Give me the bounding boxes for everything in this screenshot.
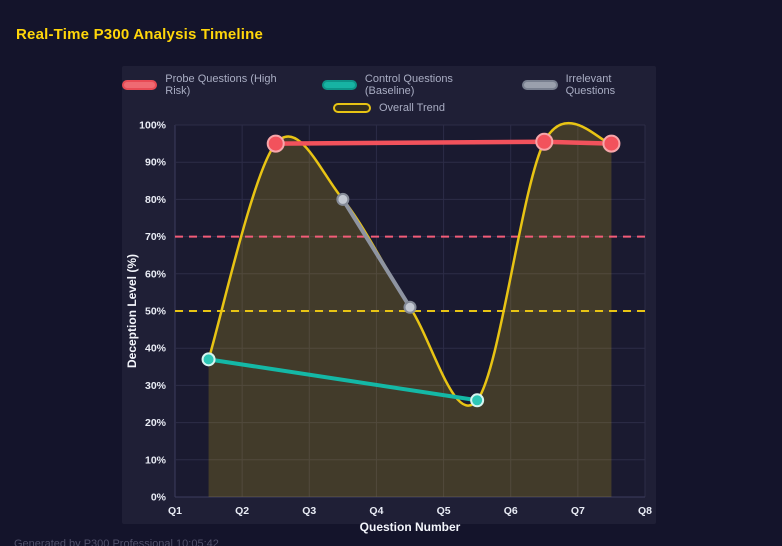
chart-panel: Probe Questions (High Risk) Control Ques… xyxy=(122,66,656,534)
y-tick-label: 0% xyxy=(151,492,167,504)
legend-label-probe: Probe Questions (High Risk) xyxy=(165,73,277,97)
footer-note: Generated by P300 Professional 10:05:42 xyxy=(14,538,219,546)
legend-swatch-control xyxy=(321,80,357,90)
legend-item-irrelevant[interactable]: Irrelevant Questions xyxy=(522,73,656,97)
page-title: Real-Time P300 Analysis Timeline xyxy=(16,26,264,43)
data-point-series-0[interactable] xyxy=(535,132,554,151)
data-point-series-2[interactable] xyxy=(403,300,417,314)
legend-swatch-trend xyxy=(332,103,371,113)
y-tick-label: 10% xyxy=(145,454,167,466)
data-point-series-0[interactable] xyxy=(602,134,621,153)
x-tick-label: Q5 xyxy=(437,505,451,517)
y-tick-label: 100% xyxy=(139,120,167,132)
data-point-series-2[interactable] xyxy=(336,192,350,206)
y-axis-title: Deception Level (%) xyxy=(125,254,139,368)
legend-item-trend[interactable]: Overall Trend xyxy=(332,102,446,114)
data-point-series-0[interactable] xyxy=(266,134,285,153)
x-tick-label: Q2 xyxy=(235,505,249,517)
y-tick-label: 70% xyxy=(145,231,167,243)
legend-label-control: Control Questions (Baseline) xyxy=(364,73,453,97)
y-tick-label: 50% xyxy=(145,306,167,318)
x-tick-label: Q7 xyxy=(571,505,585,517)
x-tick-label: Q4 xyxy=(369,505,383,517)
series-line-2 xyxy=(340,197,412,310)
y-tick-label: 40% xyxy=(145,343,167,355)
legend-swatch-probe xyxy=(122,80,158,90)
y-tick-label: 80% xyxy=(145,194,167,206)
y-tick-label: 30% xyxy=(145,380,167,392)
chart-svg: Q1 Q2 Q3 Q4 Q5 Q6 Q7 Q8 0% 10% 20% 30% 40% 50% 60% 70% 8… xyxy=(125,120,652,535)
series-line-1 xyxy=(206,357,480,403)
legend-label-trend: Overall Trend xyxy=(378,102,446,114)
legend-row-2: Overall Trend xyxy=(122,102,656,114)
x-tick-label: Q6 xyxy=(504,505,518,517)
y-tick-label: 60% xyxy=(145,268,167,280)
y-tick-label: 90% xyxy=(145,157,167,169)
x-tick-label: Q1 xyxy=(168,505,182,517)
x-tick-label: Q3 xyxy=(302,505,316,517)
data-point-series-1[interactable] xyxy=(470,393,485,408)
y-tick-label: 20% xyxy=(145,417,167,429)
legend-item-control[interactable]: Control Questions (Baseline) xyxy=(321,73,495,97)
chart-legend: Probe Questions (High Risk) Control Ques… xyxy=(122,66,656,114)
legend-row-1: Probe Questions (High Risk) Control Ques… xyxy=(122,73,656,97)
legend-label-irrelevant: Irrelevant Questions xyxy=(565,73,616,97)
x-axis-title: Question Number xyxy=(360,520,461,534)
legend-swatch-irrelevant xyxy=(522,80,558,90)
legend-item-probe[interactable]: Probe Questions (High Risk) xyxy=(122,73,294,97)
x-tick-label: Q8 xyxy=(638,505,652,517)
data-point-series-1[interactable] xyxy=(201,352,216,367)
series-line-0 xyxy=(273,139,614,146)
